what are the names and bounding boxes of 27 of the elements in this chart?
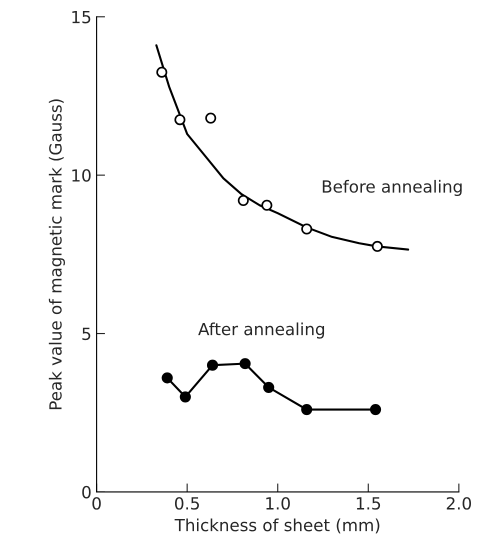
point (206, 360, 218, 371)
x-tick-label: 0.5 (175, 497, 199, 510)
y-tick-label: 15 (72, 10, 90, 24)
point (240, 358, 251, 370)
point (372, 240, 383, 252)
x-tick-label: 1.0 (266, 497, 290, 510)
point (263, 382, 274, 393)
x-tick-label: 0 (92, 497, 101, 510)
x-tick-label: 2.0 (446, 497, 471, 510)
y-tick-label: 10 (72, 169, 91, 182)
point (205, 112, 216, 124)
series-label: After annealing (198, 322, 324, 339)
y-tick-label: 5 (82, 328, 90, 340)
point (180, 391, 191, 402)
series-label: Before annealing (322, 180, 462, 196)
y-axis-title: Peak value of magnetic mark (Gauss) (48, 99, 65, 410)
point (162, 372, 173, 384)
x-tick-label: 1.5 (356, 497, 380, 510)
point (238, 195, 249, 206)
y-tick-label: 0 (82, 486, 91, 498)
x-axis-title: Thickness of sheet (mm) (174, 518, 380, 534)
point (370, 404, 382, 416)
point (301, 404, 312, 416)
point (261, 200, 272, 211)
point (301, 224, 312, 234)
point (174, 114, 186, 126)
point (156, 66, 168, 78)
